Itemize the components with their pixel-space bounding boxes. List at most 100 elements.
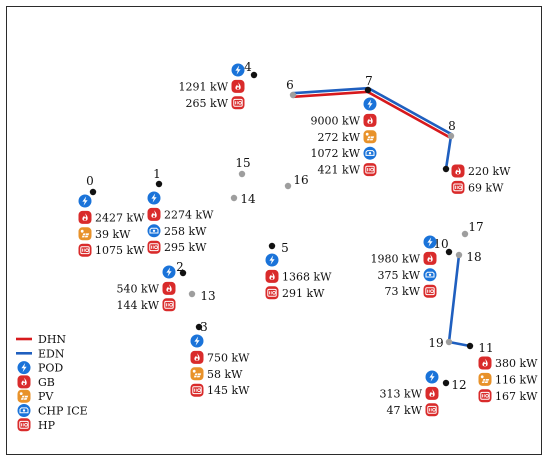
node-dot bbox=[442, 379, 450, 387]
unit-block-node-4: 1291 kW 265 kW bbox=[179, 63, 245, 110]
capacity-value: 1980 kW bbox=[371, 252, 421, 265]
diagram-frame bbox=[6, 6, 542, 455]
capacity-value: 380 kW bbox=[495, 357, 538, 370]
node-11: 11 bbox=[466, 341, 494, 355]
capacity-value: 1075 kW bbox=[95, 244, 145, 257]
capacity-value: 116 kW bbox=[495, 373, 538, 386]
unit-block-node-5: 1368 kW 291 kW bbox=[265, 253, 332, 300]
heat-pump-icon bbox=[425, 402, 439, 417]
capacity-value: 295 kW bbox=[164, 241, 207, 254]
node-dot bbox=[250, 71, 258, 79]
legend-label: DHN bbox=[38, 333, 66, 346]
unit-block-node-7: 9000 kW 272 kW 1072 kW 421 kW bbox=[311, 97, 377, 177]
node-14: 14 bbox=[230, 192, 256, 206]
engine-icon bbox=[423, 267, 437, 282]
capacity-value: 9000 kW bbox=[311, 114, 361, 127]
lightning-icon bbox=[265, 253, 279, 267]
legend-label: PV bbox=[38, 390, 54, 403]
capacity-value: 750 kW bbox=[207, 351, 250, 364]
node-label: 13 bbox=[200, 289, 215, 303]
network-edge-6-7 bbox=[291, 86, 370, 99]
capacity-value: 540 kW bbox=[117, 282, 160, 295]
node-label: 17 bbox=[468, 220, 483, 234]
node-13: 13 bbox=[188, 289, 216, 303]
lightning-icon bbox=[78, 194, 92, 208]
node-label: 0 bbox=[86, 174, 94, 188]
legend-label: CHP ICE bbox=[38, 405, 88, 418]
capacity-value: 291 kW bbox=[282, 287, 325, 300]
node-dot bbox=[289, 91, 297, 99]
network-edge-18-19 bbox=[447, 253, 461, 344]
capacity-value: 145 kW bbox=[207, 384, 250, 397]
dhn-line bbox=[291, 90, 370, 99]
heat-pump-icon bbox=[451, 180, 465, 195]
node-2: 2 bbox=[176, 260, 187, 277]
node-12: 12 bbox=[442, 378, 467, 392]
node-label: 7 bbox=[365, 74, 373, 88]
legend-label: GB bbox=[38, 376, 55, 389]
solar-panel-icon bbox=[17, 389, 31, 404]
unit-block-node-2: 540 kW 144 kW bbox=[117, 265, 176, 312]
node-label: 6 bbox=[286, 78, 294, 92]
unit-block-node-11: 380 kW 116 kW 167 kW bbox=[478, 356, 538, 403]
lightning-icon bbox=[162, 265, 176, 279]
capacity-value: 69 kW bbox=[468, 181, 504, 194]
flame-icon bbox=[190, 350, 204, 364]
node-dot bbox=[445, 248, 453, 256]
edn-line bbox=[291, 86, 370, 95]
node-label: 1 bbox=[153, 167, 161, 181]
capacity-value: 58 kW bbox=[207, 368, 243, 381]
node-label: 3 bbox=[200, 320, 208, 334]
node-dot bbox=[195, 323, 203, 331]
capacity-value: 73 kW bbox=[385, 285, 421, 298]
solar-panel-icon bbox=[78, 227, 92, 241]
node-dot bbox=[284, 182, 292, 190]
flame-icon bbox=[423, 251, 437, 265]
node-label: 12 bbox=[451, 378, 466, 392]
lightning-icon bbox=[147, 191, 161, 205]
node-0: 0 bbox=[86, 174, 97, 196]
flame-icon bbox=[265, 269, 279, 283]
heat-pump-icon bbox=[231, 95, 245, 110]
capacity-value: 220 kW bbox=[468, 165, 511, 178]
capacity-value: 272 kW bbox=[318, 131, 361, 144]
node-label: 11 bbox=[478, 341, 493, 355]
network-edge-7-8 bbox=[365, 87, 454, 139]
node-label: 18 bbox=[466, 250, 481, 264]
capacity-value: 47 kW bbox=[387, 404, 423, 417]
capacity-value: 313 kW bbox=[380, 387, 423, 400]
heat-pump-icon bbox=[423, 284, 437, 299]
node-3: 3 bbox=[195, 320, 208, 334]
node-dot bbox=[268, 242, 276, 250]
node-label: 4 bbox=[244, 60, 252, 74]
legend-item-pv: PV bbox=[17, 389, 54, 404]
flame-icon bbox=[162, 281, 176, 295]
legend-label: EDN bbox=[38, 347, 65, 360]
edn-line bbox=[444, 134, 453, 171]
solar-panel-icon bbox=[190, 366, 204, 381]
solar-panel-icon bbox=[478, 372, 492, 387]
unit-block-node-10: 1980 kW 375 kW 73 kW bbox=[371, 235, 437, 299]
node-6: 6 bbox=[286, 78, 297, 99]
node-dot bbox=[455, 251, 463, 259]
engine-icon bbox=[147, 223, 161, 238]
heat-pump-icon bbox=[17, 417, 31, 432]
node-dot bbox=[364, 86, 372, 94]
node-dot bbox=[89, 188, 97, 196]
node-5: 5 bbox=[268, 241, 289, 255]
node-dot bbox=[461, 230, 469, 238]
legend-item-dhn: DHN bbox=[16, 333, 66, 346]
node-dot bbox=[445, 338, 453, 346]
flame-icon bbox=[231, 79, 245, 93]
lightning-icon bbox=[231, 63, 245, 77]
node-17: 17 bbox=[461, 220, 484, 238]
heat-pump-icon bbox=[162, 297, 176, 312]
network-edge-19-11 bbox=[447, 340, 472, 348]
capacity-value: 375 kW bbox=[378, 269, 421, 282]
node-label: 16 bbox=[293, 173, 308, 187]
node-dot bbox=[466, 342, 474, 350]
heat-pump-icon bbox=[147, 240, 161, 255]
capacity-value: 2427 kW bbox=[95, 211, 145, 224]
network-edge-8-9 bbox=[444, 134, 453, 171]
